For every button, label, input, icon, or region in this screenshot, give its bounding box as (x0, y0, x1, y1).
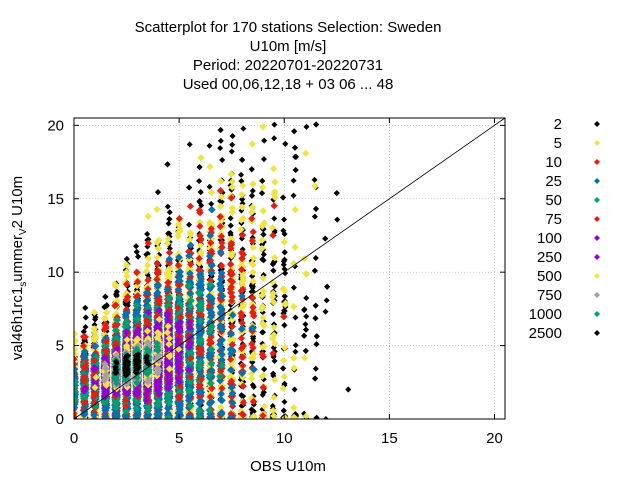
data-point (282, 270, 289, 277)
data-point (229, 141, 236, 148)
data-point (323, 297, 330, 304)
data-point (249, 187, 256, 194)
data-point (206, 142, 213, 149)
data-point (280, 227, 287, 234)
data-point (303, 313, 310, 320)
data-point (311, 176, 318, 183)
data-point (164, 161, 171, 168)
data-point (281, 398, 288, 405)
data-point (280, 261, 287, 268)
data-point (281, 265, 288, 272)
data-point (261, 137, 268, 144)
data-point (290, 284, 297, 291)
data-point (313, 333, 320, 340)
data-point (302, 321, 309, 328)
data-point (186, 141, 193, 148)
data-point (281, 322, 288, 329)
data-point (101, 304, 108, 311)
data-point (311, 213, 318, 220)
chart-title-line-2: U10m [m/s] (250, 38, 327, 55)
data-point (271, 358, 278, 365)
data-point (259, 329, 266, 336)
data-point (164, 203, 171, 210)
data-point (196, 164, 203, 171)
data-point (250, 383, 257, 390)
data-point (312, 365, 319, 372)
data-point (312, 254, 319, 261)
data-point (228, 148, 235, 155)
data-point (133, 243, 140, 250)
data-point (281, 216, 288, 223)
data-point (82, 323, 89, 330)
data-point (292, 342, 299, 349)
data-point (292, 348, 299, 355)
data-point (248, 166, 255, 173)
data-point (219, 156, 226, 163)
data-point (292, 314, 299, 321)
data-point (82, 314, 89, 321)
data-point (165, 220, 172, 227)
data-point (291, 386, 298, 393)
data-point (196, 198, 203, 205)
data-point (260, 251, 267, 258)
data-point (271, 135, 278, 142)
data-point (238, 171, 245, 178)
data-point (154, 189, 161, 196)
data-point (270, 311, 277, 318)
data-point (290, 192, 297, 199)
data-point (217, 127, 224, 134)
data-point (206, 183, 213, 190)
data-point (165, 230, 172, 237)
data-point (270, 267, 277, 274)
data-point (217, 137, 224, 144)
data-point (260, 156, 267, 163)
data-point (334, 216, 341, 223)
data-point (259, 256, 266, 263)
data-point (271, 121, 278, 128)
data-point (303, 123, 310, 130)
data-point (271, 215, 278, 222)
data-point (166, 245, 173, 252)
data-point (186, 221, 193, 228)
data-point (250, 333, 257, 340)
data-point (282, 140, 289, 147)
data-point (227, 229, 234, 236)
chart-title-line-1: Scatterplot for 170 stations Selection: … (135, 19, 442, 36)
data-point (322, 415, 329, 419)
data-point (208, 200, 215, 207)
data-point (322, 308, 329, 315)
chart-title-line-4: Used 00,06,12,18 + 03 06 ... 48 (183, 76, 394, 93)
data-point (229, 133, 236, 140)
data-point (196, 178, 203, 185)
data-point (240, 125, 247, 132)
data-point (280, 365, 287, 372)
data-point (303, 295, 310, 302)
data-point (144, 231, 151, 238)
chart-title-line-3: Period: 20220701-20220731 (193, 57, 383, 74)
data-point (290, 177, 297, 184)
data-point (166, 209, 173, 216)
data-point (313, 341, 320, 348)
data-point (217, 145, 224, 152)
data-points (74, 121, 352, 419)
data-point (227, 215, 234, 222)
